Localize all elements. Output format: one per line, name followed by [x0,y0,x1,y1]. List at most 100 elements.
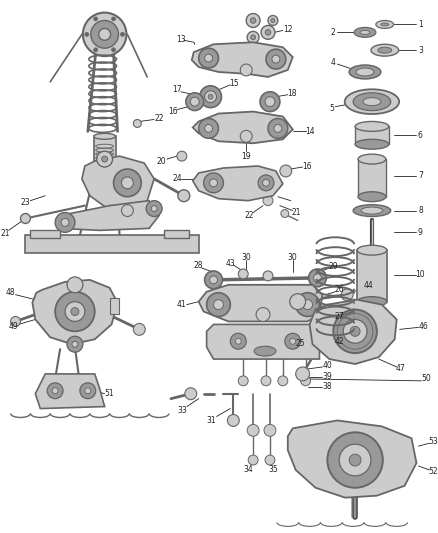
Circle shape [177,151,187,161]
Circle shape [349,454,361,466]
Ellipse shape [355,139,389,149]
Text: 46: 46 [419,322,428,331]
Text: 30: 30 [241,253,251,262]
Ellipse shape [378,47,392,53]
Circle shape [207,293,230,317]
Circle shape [327,432,383,488]
Polygon shape [193,166,283,200]
Text: 33: 33 [177,406,187,415]
Circle shape [55,213,75,232]
Ellipse shape [376,20,394,28]
Text: 12: 12 [283,25,293,34]
Circle shape [112,48,116,52]
Ellipse shape [356,68,374,76]
Text: 43: 43 [226,259,235,268]
Ellipse shape [357,245,387,255]
Text: 10: 10 [416,270,425,279]
Text: 1: 1 [418,20,423,29]
Circle shape [71,308,79,316]
Circle shape [339,444,371,476]
Text: 17: 17 [172,85,182,94]
Text: 53: 53 [428,437,438,446]
Circle shape [261,26,275,39]
Circle shape [178,190,190,201]
Text: 22: 22 [154,114,164,123]
Text: 27: 27 [335,312,344,321]
Circle shape [85,388,91,394]
Polygon shape [193,111,293,143]
Text: 38: 38 [322,382,332,391]
Text: 13: 13 [176,35,186,44]
Ellipse shape [186,93,204,110]
Circle shape [113,169,141,197]
Circle shape [333,310,377,353]
Circle shape [199,118,219,138]
Bar [94,136,116,171]
Circle shape [238,269,248,279]
Circle shape [240,131,252,142]
Circle shape [199,48,219,68]
Ellipse shape [358,192,386,201]
Text: 52: 52 [428,467,438,477]
Circle shape [343,319,367,343]
Ellipse shape [363,98,381,106]
Text: 44: 44 [364,281,374,290]
Text: 26: 26 [335,285,344,294]
Text: 3: 3 [418,46,423,55]
Text: 34: 34 [243,465,253,474]
Text: 20: 20 [156,157,166,166]
Circle shape [285,333,300,349]
Circle shape [67,277,83,293]
Polygon shape [288,421,417,498]
Circle shape [151,206,157,212]
Text: 50: 50 [421,374,431,383]
Circle shape [264,424,276,437]
Circle shape [47,383,63,399]
Text: 39: 39 [322,373,332,382]
Circle shape [121,205,133,216]
Circle shape [227,415,239,426]
Circle shape [146,200,162,216]
Bar [30,230,60,238]
Text: 16: 16 [302,161,311,171]
Bar [110,298,120,313]
Ellipse shape [205,91,216,103]
Circle shape [83,13,127,56]
Text: 23: 23 [21,198,30,207]
Ellipse shape [358,154,386,164]
Text: 49: 49 [9,322,18,331]
Ellipse shape [208,94,213,99]
Circle shape [80,383,96,399]
Circle shape [72,341,78,347]
Circle shape [309,269,326,287]
Ellipse shape [354,27,376,37]
Circle shape [91,20,119,48]
Bar [358,159,386,197]
Circle shape [261,376,271,386]
Text: 8: 8 [418,206,423,215]
Text: 29: 29 [328,262,338,271]
Circle shape [112,17,116,21]
Circle shape [265,30,271,35]
Circle shape [246,13,260,27]
Bar [164,230,189,238]
Circle shape [214,300,223,310]
Ellipse shape [355,122,389,131]
Circle shape [238,376,248,386]
Text: 2: 2 [331,28,336,37]
Text: 30: 30 [288,253,297,262]
Text: 9: 9 [418,228,423,237]
Circle shape [185,388,197,400]
Ellipse shape [360,30,370,34]
Circle shape [102,156,108,162]
Circle shape [121,177,133,189]
Text: 24: 24 [172,174,182,183]
Circle shape [52,388,58,394]
Text: 4: 4 [331,58,336,67]
Circle shape [94,17,98,21]
Text: 18: 18 [287,89,297,98]
Circle shape [94,48,98,52]
Text: 7: 7 [418,172,423,180]
Circle shape [205,124,212,132]
Ellipse shape [349,65,381,79]
